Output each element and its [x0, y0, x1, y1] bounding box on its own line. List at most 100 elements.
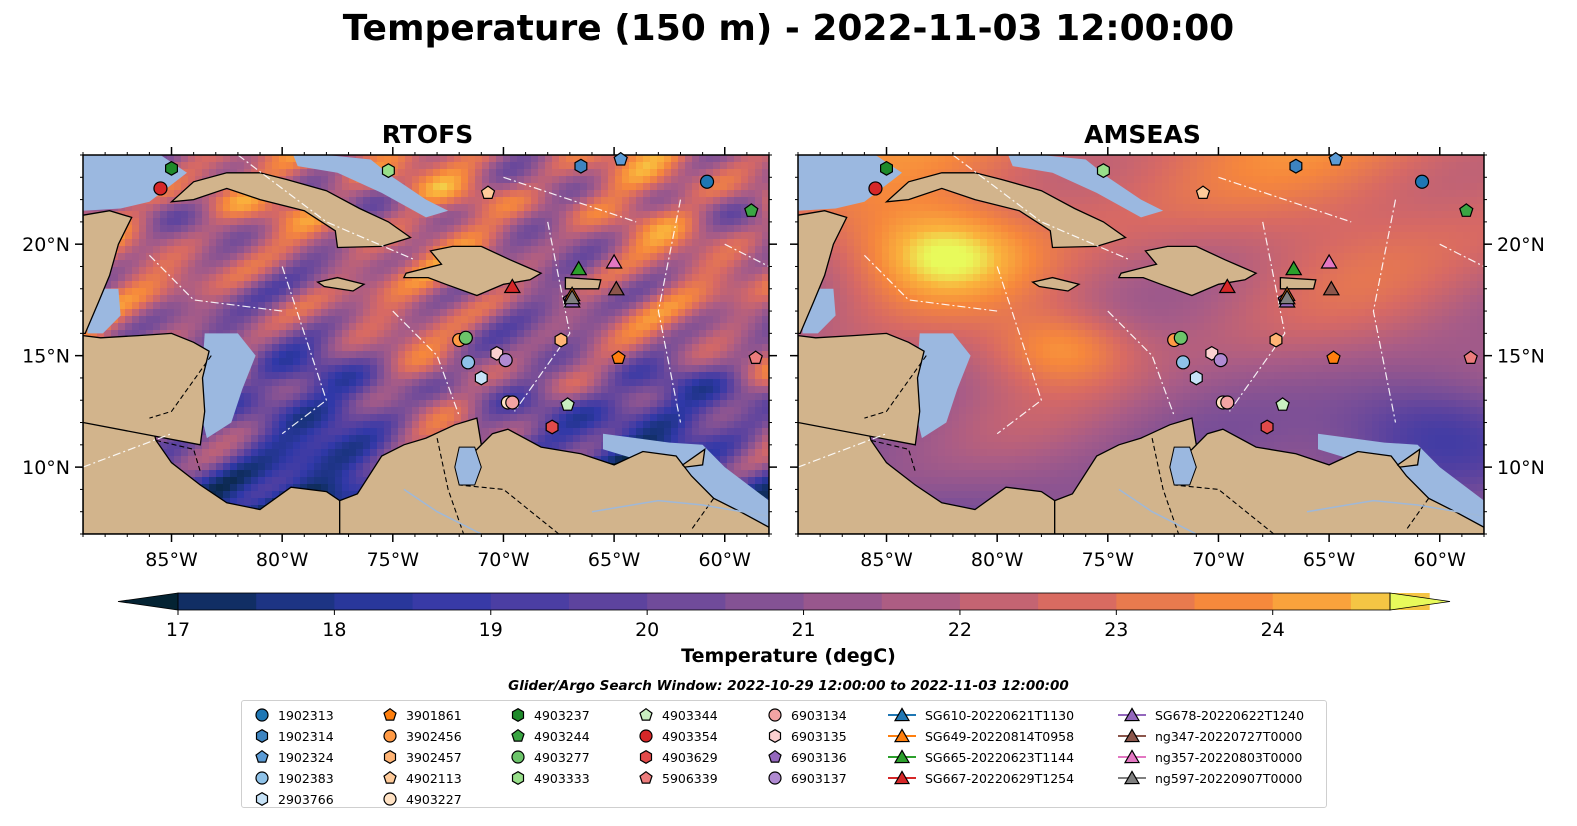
lon-tick-label: 70°W	[1192, 549, 1245, 571]
obs-marker-3901861	[1326, 350, 1341, 364]
pentagon-icon	[383, 707, 397, 721]
legend-item: 1902314	[254, 726, 334, 746]
map-panel-amseas: 85°W 80°W 75°W 70°W 65°W 60°W 10°N 15°N 20°N	[790, 147, 1545, 571]
legend-label: 6903137	[791, 770, 847, 786]
legend-label: 1902314	[278, 728, 334, 744]
legend-label: ng347-20220727T0000	[1155, 728, 1303, 744]
lat-tick-label: 20°N	[22, 234, 70, 256]
obs-marker-ng597-20220907T0000	[1278, 289, 1296, 305]
boundary-line	[1107, 310, 1175, 417]
land-hispaniola	[402, 245, 543, 297]
triangle-icon	[1118, 728, 1146, 743]
shallow-water-miskito	[915, 333, 971, 439]
triangle-icon	[888, 707, 916, 722]
legend-item: SG649-20220814T0958	[887, 726, 1074, 746]
legend-item: 4902113	[382, 768, 462, 788]
hexagon-icon	[255, 792, 269, 806]
land-puerto-rico	[1279, 276, 1317, 290]
legend-label: 4903244	[534, 728, 590, 744]
obs-marker-4903237	[165, 160, 178, 176]
colorbar-segment	[647, 593, 726, 610]
obs-marker-4903354	[153, 181, 168, 196]
obs-marker-4903354	[868, 181, 883, 196]
obs-marker-4902113	[1195, 185, 1211, 199]
colorbar-segment	[412, 593, 492, 610]
legend-label: 1902313	[278, 707, 334, 723]
pentagon-icon	[639, 707, 653, 721]
lon-tick-label: 60°W	[1414, 549, 1467, 571]
legend-item: 4903244	[510, 726, 590, 746]
colorbar-segment	[1116, 593, 1196, 610]
obs-marker-ng597-20220907T0000	[563, 289, 581, 305]
country-border	[864, 355, 927, 419]
hexagon-icon	[383, 750, 397, 764]
land-south-america	[1054, 417, 1484, 534]
colorbar: 17 18 19 20 21 22 23 24	[117, 592, 1451, 640]
country-border	[149, 355, 212, 419]
pentagon-icon	[639, 770, 653, 784]
circle-icon	[768, 708, 782, 722]
pentagon-icon	[768, 749, 782, 763]
shallow-water-gulf	[83, 155, 187, 211]
legend-item: SG610-20220621T1130	[887, 705, 1074, 725]
land-cuba	[169, 172, 412, 249]
boundary-line	[1372, 199, 1397, 423]
colorbar-tick-label: 20	[635, 619, 659, 640]
colorbar-segment	[1038, 593, 1117, 610]
obs-marker-4903333	[1096, 163, 1110, 179]
legend-item: ng597-20220907T0000	[1117, 768, 1302, 788]
boundary-line	[503, 176, 637, 223]
obs-marker-4903344	[1275, 397, 1290, 411]
obs-marker-5906339	[748, 350, 763, 364]
legend-item: 4903227	[382, 789, 462, 809]
colorbar-label: Temperature (degC)	[681, 645, 896, 667]
legend-item: SG667-20220629T1254	[887, 768, 1074, 788]
map-frame	[797, 154, 1485, 535]
obs-marker-ng347-20220727T0000	[607, 280, 625, 296]
hexagon-icon	[768, 729, 782, 743]
boundary-line	[392, 310, 460, 417]
colorbar-segment	[1194, 593, 1274, 610]
colorbar-tick-label: 19	[479, 619, 503, 640]
legend-label: SG610-20220621T1130	[925, 707, 1075, 723]
land-trinidad	[1396, 447, 1421, 468]
colorbar-tick-label: 18	[322, 619, 346, 640]
legend-item: 4903237	[510, 705, 590, 725]
obs-marker-4903244	[1459, 203, 1474, 217]
obs-marker-4903237	[879, 160, 894, 176]
legend-label: 4903333	[534, 770, 590, 786]
triangle-icon	[1118, 707, 1146, 722]
lon-tick-label: 85°W	[145, 549, 198, 571]
map-frame	[82, 154, 770, 535]
obs-marker-1902324	[1328, 151, 1343, 166]
legend-label: 3901861	[406, 707, 462, 723]
obs-marker-4903344	[560, 397, 575, 411]
legend-item: 5906339	[638, 768, 718, 788]
obs-marker-1902313	[1414, 174, 1430, 189]
shallow-water-miskito	[200, 333, 256, 439]
lat-tick-label: 15°N	[1497, 346, 1545, 368]
map-panel-rtofs: 85°W 80°W 75°W 70°W 65°W 60°W 10°N 15°N 20°N	[22, 147, 777, 571]
lon-tick-label: 65°W	[588, 549, 641, 571]
legend-item: 4903333	[510, 768, 590, 788]
obs-marker-1902313	[699, 174, 715, 189]
colorbar-segment	[1272, 593, 1352, 610]
legend-item: 1902383	[254, 768, 334, 788]
lake-0	[454, 446, 482, 486]
obs-marker-2903766	[1189, 370, 1203, 386]
colorbar-tick-label: 24	[1261, 619, 1285, 640]
legend-label: 5906339	[662, 770, 718, 786]
obs-marker-6903134	[505, 395, 520, 410]
obs-marker-6903137	[498, 353, 513, 368]
lon-tick-label: 70°W	[477, 549, 530, 571]
obs-marker-2903766	[474, 370, 488, 386]
lat-tick-label: 10°N	[1497, 457, 1545, 479]
colorbar-tick-label: 22	[948, 619, 972, 640]
obs-marker-4903277	[458, 330, 473, 345]
land-trinidad	[681, 447, 706, 468]
legend-label: 6903134	[791, 707, 847, 723]
obs-marker-4903629	[1260, 419, 1274, 435]
legend-label: 4903344	[662, 707, 718, 723]
legend: 1902313 1902314 1902324 1902383 2903766 39018…	[241, 700, 1327, 808]
legend-item: 6903137	[767, 768, 847, 788]
